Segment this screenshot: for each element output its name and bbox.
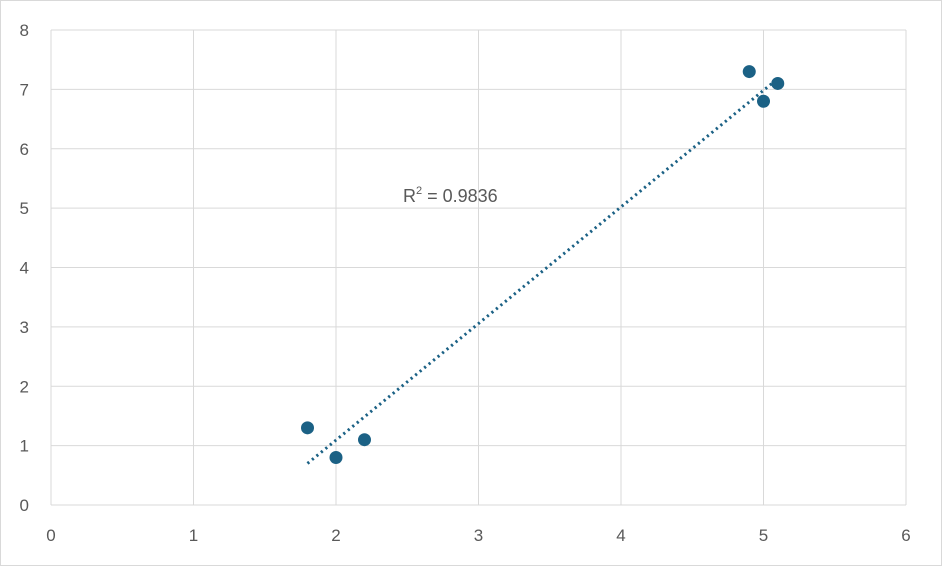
x-tick-label: 1	[189, 526, 198, 545]
data-point	[301, 421, 314, 435]
y-tick-label: 8	[20, 21, 29, 40]
data-points	[301, 65, 785, 464]
data-point	[358, 433, 371, 447]
data-point	[329, 451, 343, 464]
y-tick-label: 6	[20, 140, 29, 159]
y-tick-label: 4	[20, 259, 29, 278]
y-tick-label: 7	[20, 80, 29, 99]
y-axis-ticks: 0 1 2 3 4 5 6 7 8	[20, 21, 29, 515]
x-tick-label: 6	[901, 526, 910, 545]
x-tick-label: 0	[46, 526, 55, 545]
y-tick-label: 3	[20, 318, 29, 337]
y-tick-label: 2	[20, 377, 29, 396]
data-point	[771, 76, 785, 90]
data-point	[757, 94, 770, 108]
y-tick-label: 1	[20, 437, 29, 456]
trendline-group	[306, 77, 779, 465]
gridlines	[50, 29, 907, 506]
r-squared-superscript: 2	[416, 185, 422, 197]
r-squared-base: R	[403, 186, 416, 206]
data-point	[742, 65, 756, 79]
x-axis-ticks: 0 1 2 3 4 5 6	[46, 526, 910, 545]
x-tick-label: 2	[331, 526, 340, 545]
r-squared-label: R2 = 0.9836	[403, 185, 498, 206]
y-tick-label: 5	[20, 199, 29, 218]
x-tick-label: 3	[474, 526, 483, 545]
y-tick-label: 0	[20, 496, 29, 515]
r-squared-value: = 0.9836	[422, 186, 498, 206]
trendline	[306, 77, 779, 465]
x-tick-label: 5	[759, 526, 768, 545]
x-tick-label: 4	[616, 526, 625, 545]
